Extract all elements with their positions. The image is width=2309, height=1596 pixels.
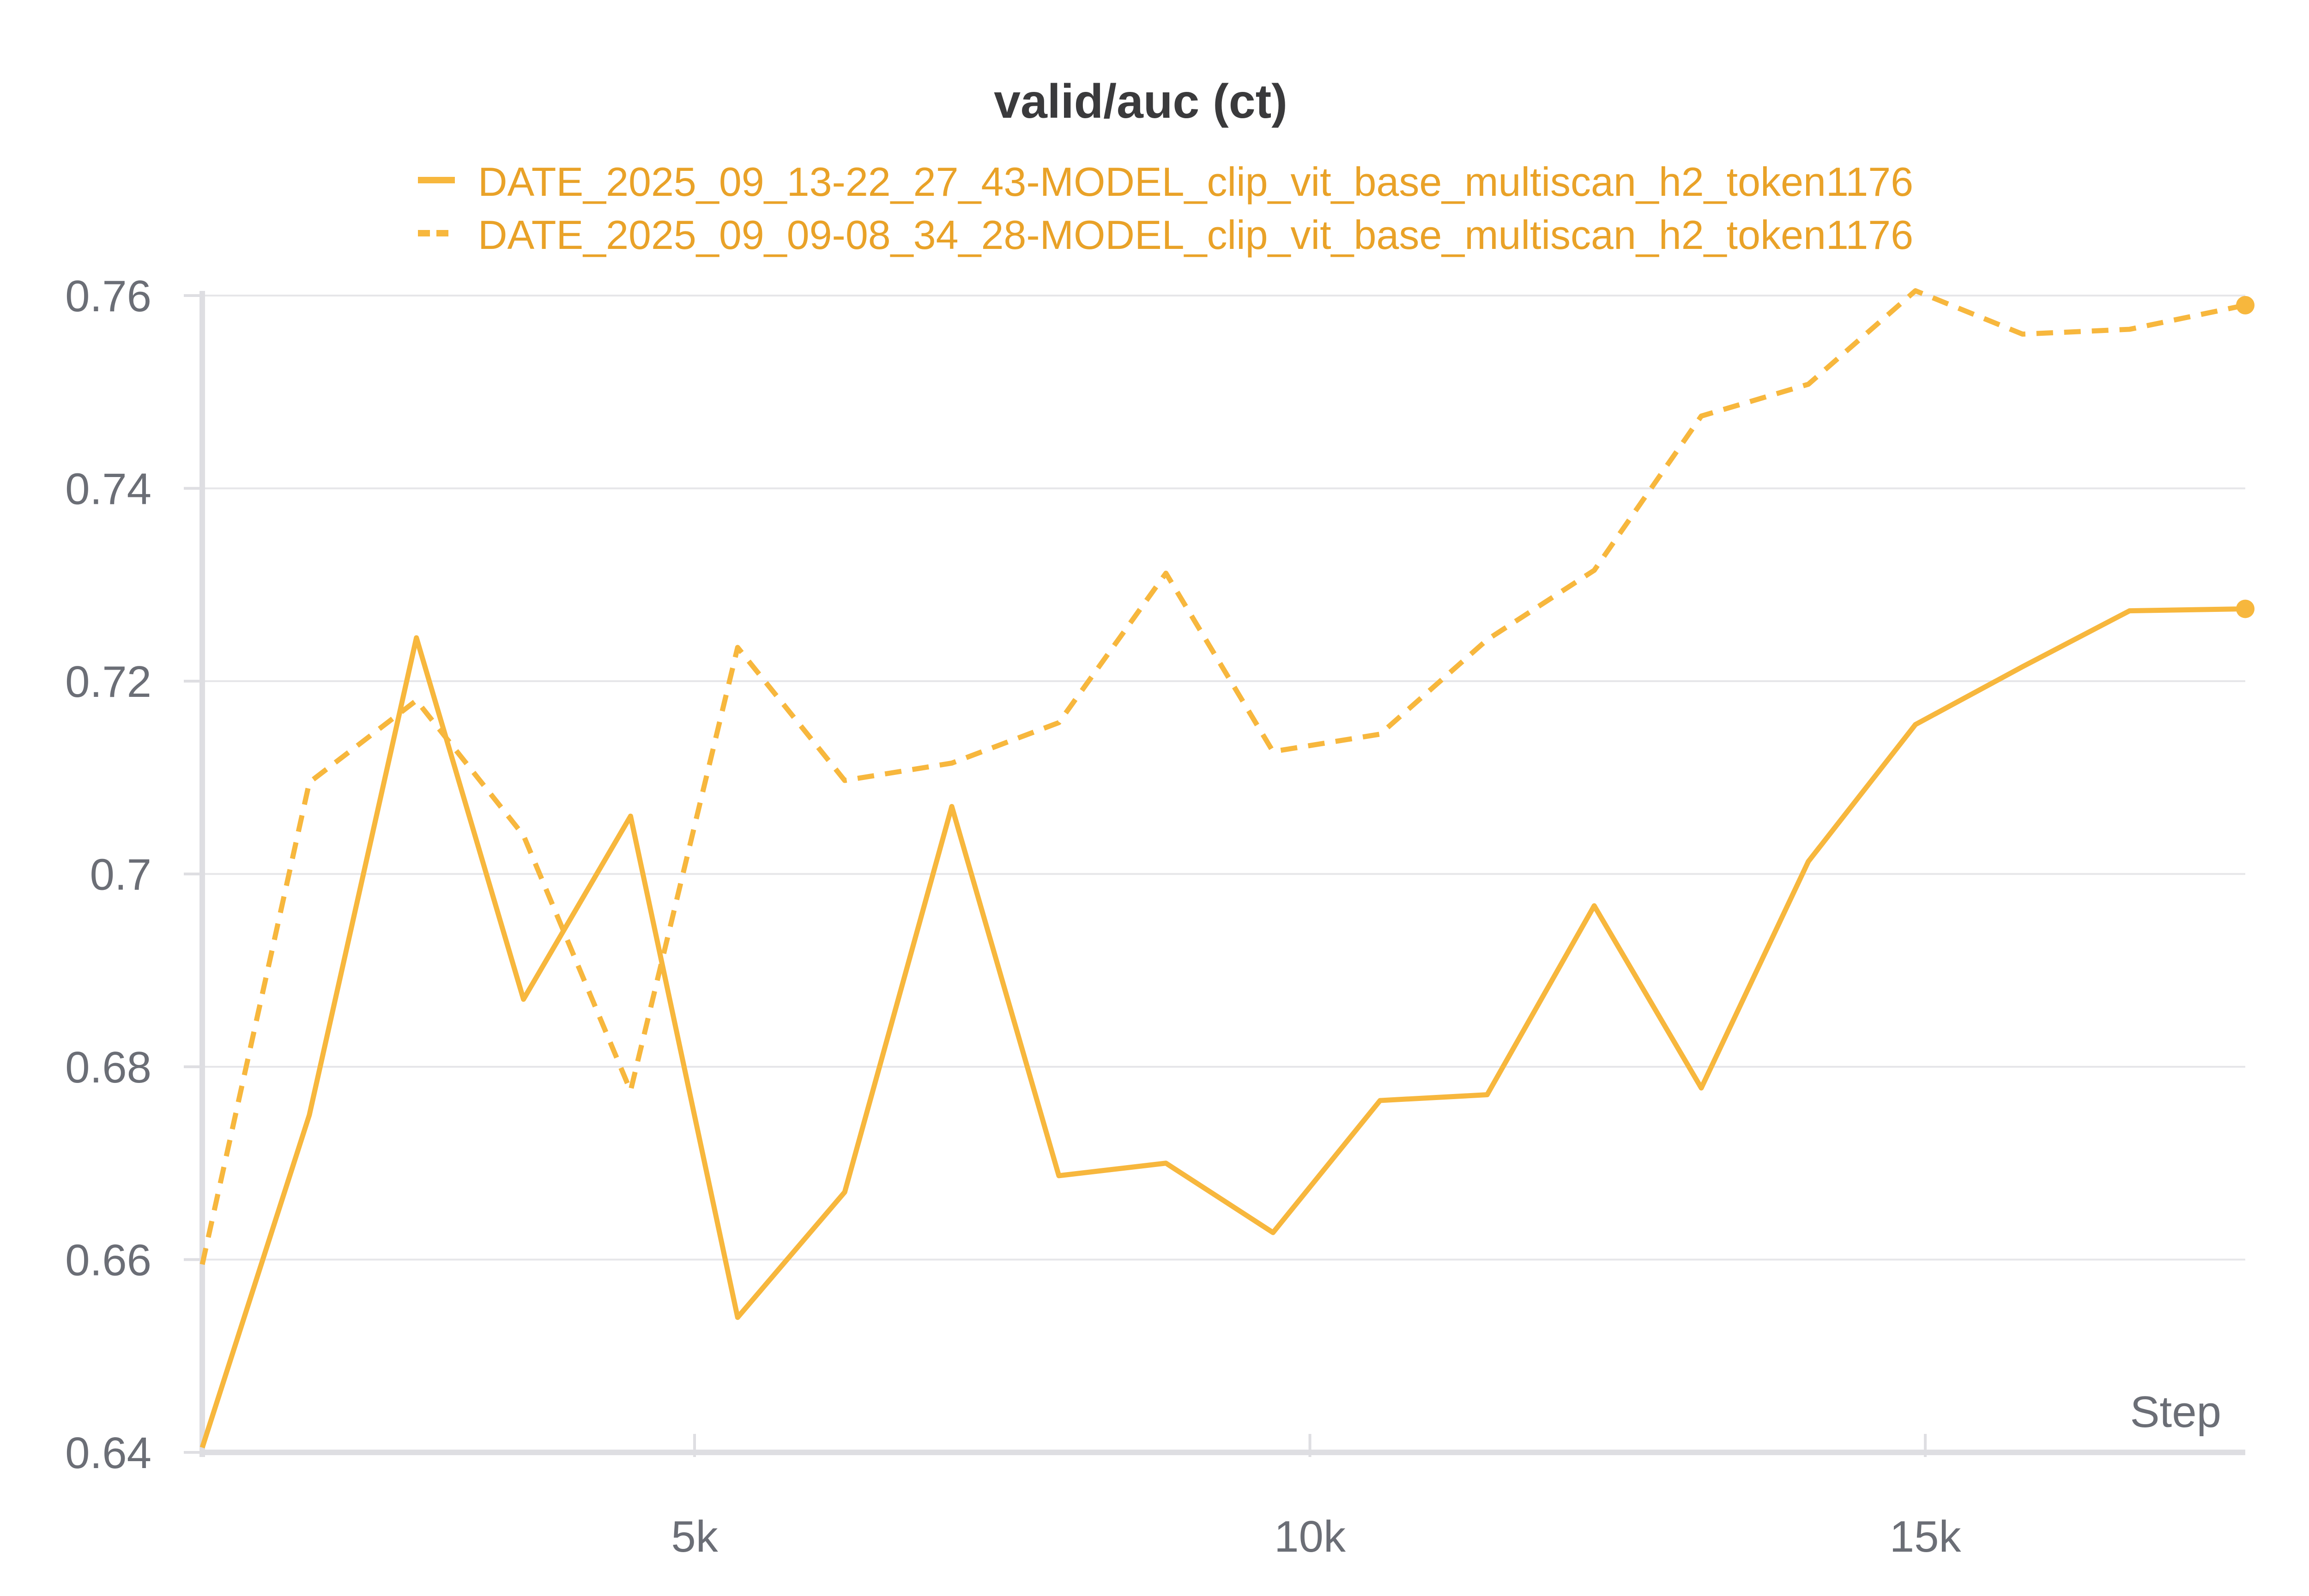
series-layer	[199, 288, 2255, 1449]
legend-label-2: DATE_2025_09_09-08_34_28-MODEL_clip_vit_…	[478, 212, 1913, 258]
series-line-1	[199, 606, 2246, 1449]
y-tick-label: 0.66	[65, 1236, 151, 1285]
y-tick-label: 0.64	[65, 1428, 151, 1478]
y-tick-label: 0.7	[90, 850, 151, 900]
x-tick-label: 5k	[671, 1512, 718, 1561]
y-tick-label: 0.74	[65, 465, 151, 514]
series-line-2	[199, 288, 2246, 1265]
x-axis-ticks: 5k 10k 15k	[671, 1434, 1961, 1561]
legend-label-1: DATE_2025_09_13-22_27_43-MODEL_clip_vit_…	[478, 159, 1913, 205]
y-tick-label: 0.72	[65, 657, 151, 707]
chart-title: valid/auc (ct)	[994, 75, 1287, 128]
y-axis-ticks: 0.64 0.66 0.68 0.7 0.72 0.74 0.76	[65, 272, 202, 1478]
x-tick-label: 10k	[1274, 1512, 1346, 1561]
gridlines	[202, 295, 2245, 1261]
y-tick-label: 0.68	[65, 1043, 151, 1092]
x-axis-title: Step	[2130, 1387, 2221, 1437]
y-tick-label: 0.76	[65, 272, 151, 321]
x-tick-label: 15k	[1890, 1512, 1962, 1561]
series-endpoint-1	[2236, 599, 2255, 618]
series-endpoint-2	[2236, 296, 2255, 314]
legend: DATE_2025_09_13-22_27_43-MODEL_clip_vit_…	[418, 159, 1913, 258]
